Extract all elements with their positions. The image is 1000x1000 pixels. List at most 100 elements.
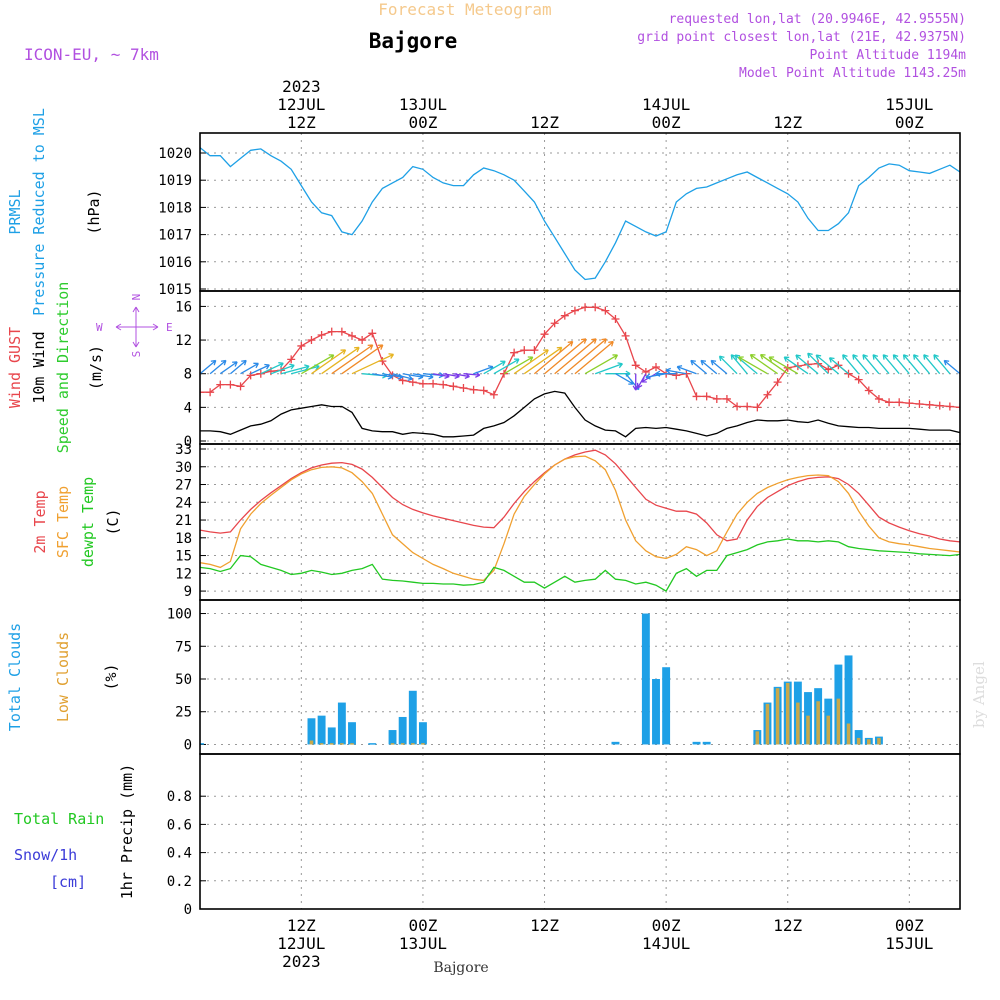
10m-wind-line xyxy=(200,390,960,438)
gust-marker xyxy=(672,371,681,380)
precip-legend-label: Total Rain xyxy=(14,810,104,828)
precip-ytick-label: 0.2 xyxy=(167,874,192,890)
wind-plot xyxy=(200,303,960,438)
total-cloud-bar xyxy=(844,655,853,745)
low-cloud-bar xyxy=(785,682,790,745)
wind-arrow xyxy=(862,354,880,375)
top-tick-label: 12JUL xyxy=(277,95,325,114)
wind-arrow xyxy=(544,338,587,375)
gust-marker xyxy=(601,306,610,315)
clouds-panel: 0 25 50 75 100 xyxy=(167,599,961,755)
axis-label: 1hr Precip (mm) xyxy=(118,764,136,899)
gust-marker xyxy=(864,386,873,395)
clouds-ytick-label: 25 xyxy=(175,705,192,721)
pressure-ytick-label: 1020 xyxy=(158,146,192,162)
wind-arrow xyxy=(665,367,687,375)
wind-arrow xyxy=(554,338,597,375)
wind-ytick-label: 8 xyxy=(184,367,192,383)
temperature-ytick-label: 15 xyxy=(175,549,192,565)
gust-marker xyxy=(885,398,894,407)
total-cloud-bar xyxy=(702,741,711,745)
wind-arrow xyxy=(564,338,607,375)
wind-arrow xyxy=(270,363,295,375)
precip-panel: 0 0.2 0.4 0.6 0.8 xyxy=(167,753,961,918)
total-cloud-bar xyxy=(408,690,417,745)
gust-marker xyxy=(895,398,904,407)
wind-arrow xyxy=(311,349,347,375)
gust-marker xyxy=(570,306,579,315)
axis-label: Speed and Direction xyxy=(54,282,72,454)
precip-ytick-label: 0.6 xyxy=(167,817,192,833)
bottom-tick-label: 2023 xyxy=(282,952,321,971)
wind-arrow xyxy=(710,359,728,375)
clouds-ytick-label: 0 xyxy=(184,737,192,753)
gust-marker xyxy=(200,388,204,397)
bottom-tick-label: 13JUL xyxy=(399,934,447,953)
axis-label: (%) xyxy=(102,663,120,690)
low-cloud-bar xyxy=(755,731,760,745)
bottom-tick-label: 12JUL xyxy=(277,934,325,953)
axis-label: (C) xyxy=(104,508,122,535)
clouds-ytick-label: 100 xyxy=(167,607,192,623)
gust-marker xyxy=(206,388,215,397)
wind-ytick-label: 0 xyxy=(184,434,192,450)
wind-arrow xyxy=(260,362,284,375)
wind-arrow xyxy=(513,349,549,375)
low-cloud-bar xyxy=(765,703,770,745)
bottom-tick-label: 12Z xyxy=(530,916,559,935)
gust-marker xyxy=(753,403,762,412)
compass-west: W xyxy=(96,321,103,334)
wind-arrow xyxy=(392,373,413,382)
gust-marker xyxy=(236,382,245,391)
low-cloud-bar xyxy=(390,743,395,745)
wind-arrow xyxy=(807,352,829,375)
top-tick-label: 14JUL xyxy=(642,95,690,114)
gust-marker xyxy=(297,341,306,350)
axis-label: 10m Wind xyxy=(30,331,48,403)
wind-arrow xyxy=(902,354,920,375)
wind-arrow xyxy=(892,354,910,375)
compass-rose xyxy=(115,306,159,348)
bottom-tick-label: 15JUL xyxy=(885,934,933,953)
temperature-ytick-label: 30 xyxy=(175,460,192,476)
axis-label: 2m Temp xyxy=(31,490,49,553)
total-cloud-bar xyxy=(641,613,650,745)
gust-marker xyxy=(702,392,711,401)
temperature-ytick-label: 12 xyxy=(175,566,192,582)
wind-arrow xyxy=(749,354,778,375)
gust-marker xyxy=(418,379,427,388)
gust-marker xyxy=(824,365,833,374)
gust-marker xyxy=(743,402,752,411)
gust-marker xyxy=(337,327,346,336)
gust-marker xyxy=(307,336,316,345)
temperature-plot xyxy=(200,449,960,592)
pressure-frame xyxy=(199,132,961,292)
wind-arrow xyxy=(933,354,951,375)
total-cloud-bar xyxy=(327,727,336,745)
gust-marker xyxy=(692,392,701,401)
pressure-ytick-label: 1016 xyxy=(158,255,192,271)
wind-arrow xyxy=(321,346,360,375)
low-cloud-bar xyxy=(329,743,334,745)
wind-ytick-label: 4 xyxy=(184,400,192,416)
dewpt-temp-line xyxy=(200,538,960,592)
top-tick-label: 2023 xyxy=(282,77,321,96)
station-name: Bajgore xyxy=(369,29,458,53)
gust-marker xyxy=(722,394,731,403)
wind-arrow xyxy=(872,354,890,375)
total-cloud-bar xyxy=(854,730,863,745)
gust-marker xyxy=(408,378,417,387)
low-cloud-bar xyxy=(309,740,314,745)
gust-marker xyxy=(489,390,498,399)
wind-ytick-label: 16 xyxy=(175,299,192,315)
wind-arrow xyxy=(842,354,860,375)
2m-temp-line xyxy=(200,449,960,543)
wind-arrow xyxy=(523,346,563,375)
total-cloud-bar xyxy=(388,730,397,745)
wind-panel: 0 4 8 12 16 xyxy=(175,290,961,450)
requested-coords: requested lon,lat (20.9946E, 42.9555N) xyxy=(669,12,966,27)
model-altitude: Model Point Altitude 1143.25m xyxy=(739,66,966,81)
gust-marker xyxy=(874,394,883,403)
